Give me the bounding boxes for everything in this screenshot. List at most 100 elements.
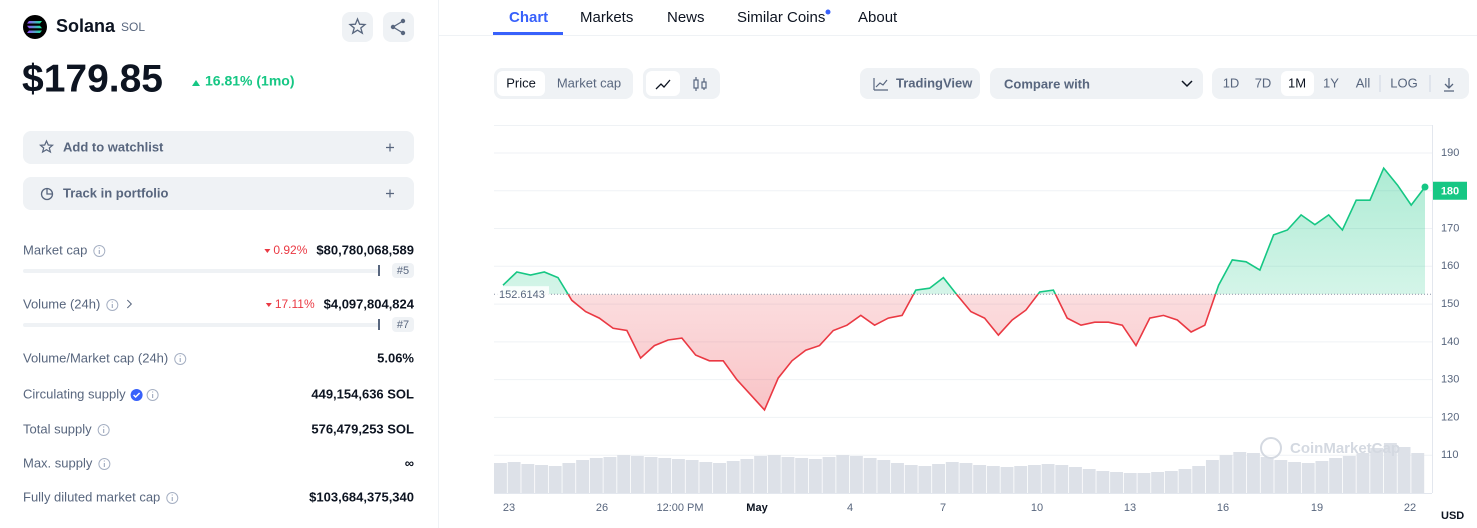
mode-selected	[497, 71, 545, 96]
volume-bar	[1342, 456, 1356, 493]
last-price-tag	[1433, 181, 1467, 200]
range-button[interactable]: LOG	[1390, 75, 1417, 90]
y-tick-label: 130	[1441, 374, 1459, 386]
volume-bar	[1383, 443, 1397, 493]
volume-bar	[1205, 460, 1219, 493]
price-change: 16.81% (1mo)	[205, 73, 294, 89]
portfolio-button[interactable]	[23, 177, 414, 210]
tradingview-label[interactable]: TradingView	[896, 75, 973, 90]
portfolio-label[interactable]: Track in portfolio	[63, 185, 169, 200]
volume-bar	[1260, 457, 1274, 493]
x-tick-label: May	[746, 502, 768, 514]
y-tick-label: 120	[1441, 411, 1459, 423]
tab[interactable]: Similar Coins	[737, 9, 825, 26]
area-up	[503, 168, 1425, 295]
volume-bar	[1329, 458, 1343, 493]
volume-bar	[1123, 473, 1137, 493]
stat-label: Market cap	[23, 242, 87, 257]
baseline-label-bg	[497, 286, 549, 302]
volume-bar	[1069, 467, 1082, 493]
watchlist-button[interactable]	[23, 131, 414, 164]
volume-bar	[630, 456, 644, 493]
tradingview-button[interactable]	[860, 68, 980, 99]
volume-bar	[699, 462, 713, 493]
line-style-button[interactable]	[646, 71, 680, 96]
stat-label: Circulating supply	[23, 386, 126, 401]
watchlist-label[interactable]: Add to watchlist	[63, 139, 164, 154]
tab[interactable]: About	[858, 9, 898, 26]
line-icon	[655, 79, 671, 90]
volume-bar	[658, 458, 672, 493]
y-tick-label: 190	[1441, 147, 1459, 159]
info-icon	[166, 492, 179, 504]
coin-symbol: SOL	[121, 20, 145, 34]
watchlist-star-button[interactable]	[342, 12, 373, 42]
stat-value: 449,154,636 SOL	[311, 386, 414, 401]
range-button[interactable]: 7D	[1255, 75, 1272, 90]
rank-pill	[392, 317, 414, 332]
pie-icon	[40, 187, 54, 201]
volume-bar	[1247, 453, 1260, 493]
change-down-arrow	[265, 303, 272, 307]
stat-label: Total supply	[23, 421, 92, 436]
chevron[interactable]	[126, 299, 133, 309]
share-button[interactable]	[383, 12, 414, 42]
x-tick-label: 23	[503, 502, 515, 514]
volume-bar	[1178, 469, 1192, 493]
volume-bar	[521, 464, 535, 493]
range-button[interactable]: 1M	[1288, 75, 1306, 90]
plus-icons	[386, 143, 394, 198]
range-button[interactable]: 1Y	[1323, 75, 1339, 90]
volume-bar	[562, 463, 576, 493]
price-line-down	[567, 294, 1217, 412]
info-icon	[98, 458, 111, 470]
volume-bar	[685, 460, 699, 493]
stat-change: 17.11%	[275, 297, 315, 311]
tradingview-icon	[873, 78, 888, 91]
volume-bar	[1151, 472, 1165, 493]
volume-bar	[548, 466, 562, 493]
info-icon	[174, 353, 187, 365]
rank-marker	[378, 319, 380, 330]
volume-bar	[808, 459, 822, 493]
volume-bar	[671, 459, 685, 493]
star-icon	[38, 139, 55, 154]
x-tick-label: 12:00 PM	[656, 502, 703, 514]
info-icon	[146, 389, 159, 401]
compare-dropdown[interactable]	[990, 68, 1203, 99]
volume-bar	[740, 459, 754, 493]
volume-bar	[1096, 471, 1110, 493]
coin-price: $179.85	[22, 57, 163, 100]
volume-bar	[945, 462, 959, 493]
rank-pill	[392, 263, 414, 278]
rank-marker	[378, 265, 380, 276]
volume-bar	[726, 461, 740, 493]
volume-bar	[589, 458, 603, 493]
volume-bar	[959, 463, 973, 493]
tab[interactable]: News	[667, 9, 705, 26]
volume-bar	[1082, 469, 1096, 493]
download-button[interactable]	[1444, 78, 1454, 92]
volume-bar	[1027, 465, 1041, 493]
range-button[interactable]: 1D	[1223, 75, 1240, 90]
candle-style-button[interactable]	[693, 77, 707, 91]
stat-label: Fully diluted market cap	[23, 489, 160, 504]
volume-bar	[1301, 463, 1315, 493]
volume-bar	[822, 457, 836, 493]
tab[interactable]: Chart	[509, 9, 548, 26]
y-tick-label: 170	[1441, 222, 1459, 234]
mode-button[interactable]: Price	[506, 75, 536, 90]
volume-bar	[1219, 455, 1233, 493]
compare-label[interactable]: Compare with	[1004, 76, 1090, 91]
range-button[interactable]: All	[1356, 75, 1371, 90]
tab[interactable]: Markets	[580, 9, 633, 26]
mode-button[interactable]: Market cap	[557, 75, 621, 90]
x-tick-label: 22	[1404, 502, 1416, 514]
volume-bar	[1288, 462, 1301, 493]
watermark-logo	[1260, 437, 1282, 459]
volume-bar	[535, 465, 548, 493]
x-tick-label: 19	[1311, 502, 1323, 514]
volume-bar	[1233, 452, 1247, 493]
chevron-icon	[1181, 80, 1193, 88]
